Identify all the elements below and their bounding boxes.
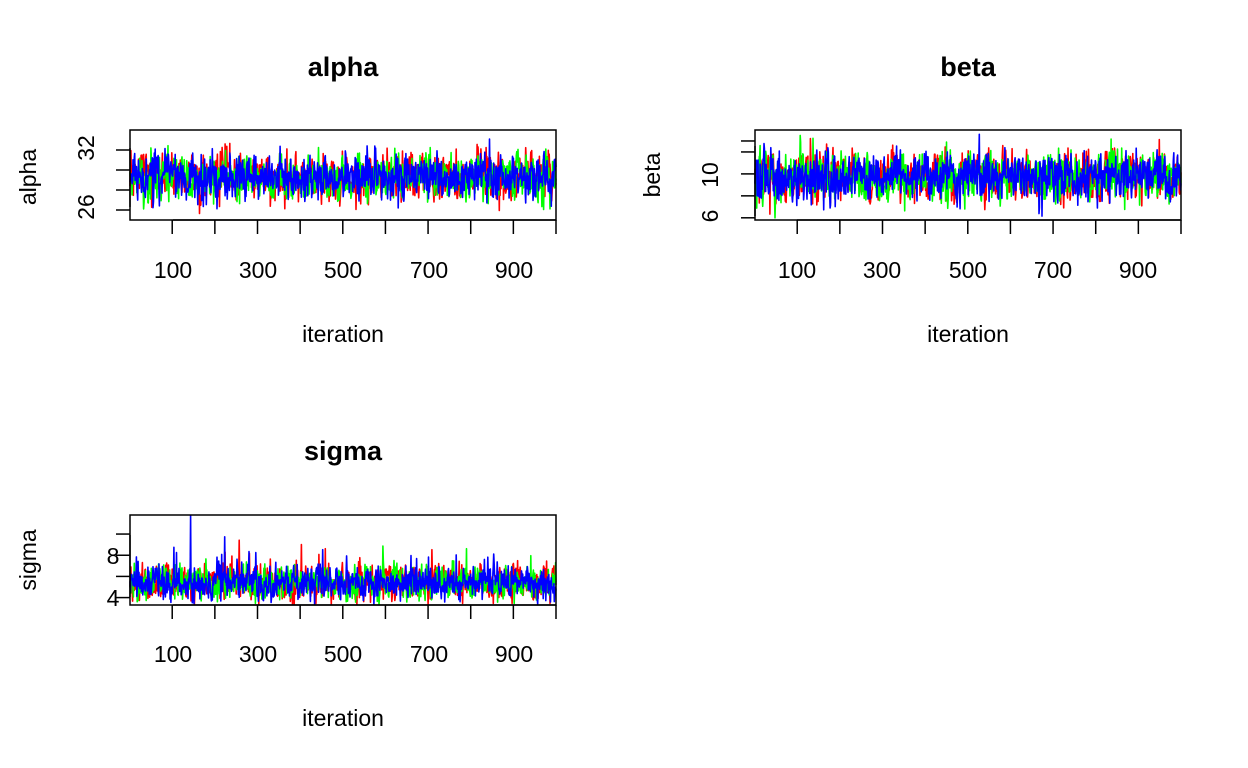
y-ticks — [741, 140, 755, 219]
x-axis-label: iteration — [302, 705, 384, 731]
x-tick-label: 900 — [495, 641, 533, 667]
x-tick-label: 300 — [863, 257, 901, 283]
y-tick-labels: 4 8 — [107, 543, 120, 611]
x-tick-label: 300 — [239, 257, 277, 283]
y-axis-label: sigma — [15, 529, 41, 591]
trace-line-3 — [129, 138, 557, 210]
x-tick-labels: 100 300 500 700 900 — [154, 257, 533, 283]
x-tick-label: 900 — [1119, 257, 1157, 283]
x-axis-label: iteration — [927, 321, 1009, 347]
panel-sigma: sigma sigma iteration 100 300 500 700 90… — [15, 436, 557, 731]
panel-title: sigma — [304, 436, 383, 466]
x-tick-label: 700 — [410, 641, 448, 667]
x-tick-label: 500 — [949, 257, 987, 283]
x-tick-label: 500 — [324, 641, 362, 667]
y-tick-labels: 6 10 — [697, 162, 723, 222]
panel-alpha: alpha alpha iteration 100 300 500 700 90… — [15, 52, 557, 347]
x-tick-labels: 100 300 500 700 900 — [778, 257, 1157, 283]
y-tick-label: 4 — [107, 585, 120, 611]
y-ticks — [116, 533, 130, 599]
x-tick-label: 100 — [154, 641, 192, 667]
x-ticks — [171, 220, 557, 234]
y-tick-label: 26 — [73, 194, 99, 220]
y-tick-label: 10 — [697, 162, 723, 188]
panel-title: alpha — [308, 52, 380, 82]
y-axis-label: beta — [639, 152, 665, 197]
y-tick-label: 6 — [697, 210, 723, 223]
y-tick-labels: 26 32 — [73, 135, 99, 220]
x-tick-label: 300 — [239, 641, 277, 667]
y-tick-label: 8 — [107, 543, 120, 569]
y-tick-label: 32 — [73, 135, 99, 161]
x-tick-label: 500 — [324, 257, 362, 283]
x-tick-label: 100 — [154, 257, 192, 283]
x-axis-label: iteration — [302, 321, 384, 347]
trace-line-3 — [129, 514, 557, 606]
panel-title: beta — [940, 52, 997, 82]
series-layer — [754, 133, 1182, 219]
x-tick-label: 900 — [495, 257, 533, 283]
x-tick-label: 700 — [410, 257, 448, 283]
trace-line-3 — [754, 133, 1182, 217]
x-tick-labels: 100 300 500 700 900 — [154, 641, 533, 667]
x-tick-label: 100 — [778, 257, 816, 283]
x-tick-label: 700 — [1034, 257, 1072, 283]
x-ticks — [796, 220, 1182, 234]
panel-beta: beta beta iteration 100 300 500 700 900 … — [639, 52, 1182, 347]
y-ticks — [116, 149, 130, 211]
series-layer — [129, 514, 557, 606]
series-layer — [129, 138, 557, 215]
x-ticks — [171, 605, 557, 619]
y-axis-label: alpha — [15, 149, 41, 205]
